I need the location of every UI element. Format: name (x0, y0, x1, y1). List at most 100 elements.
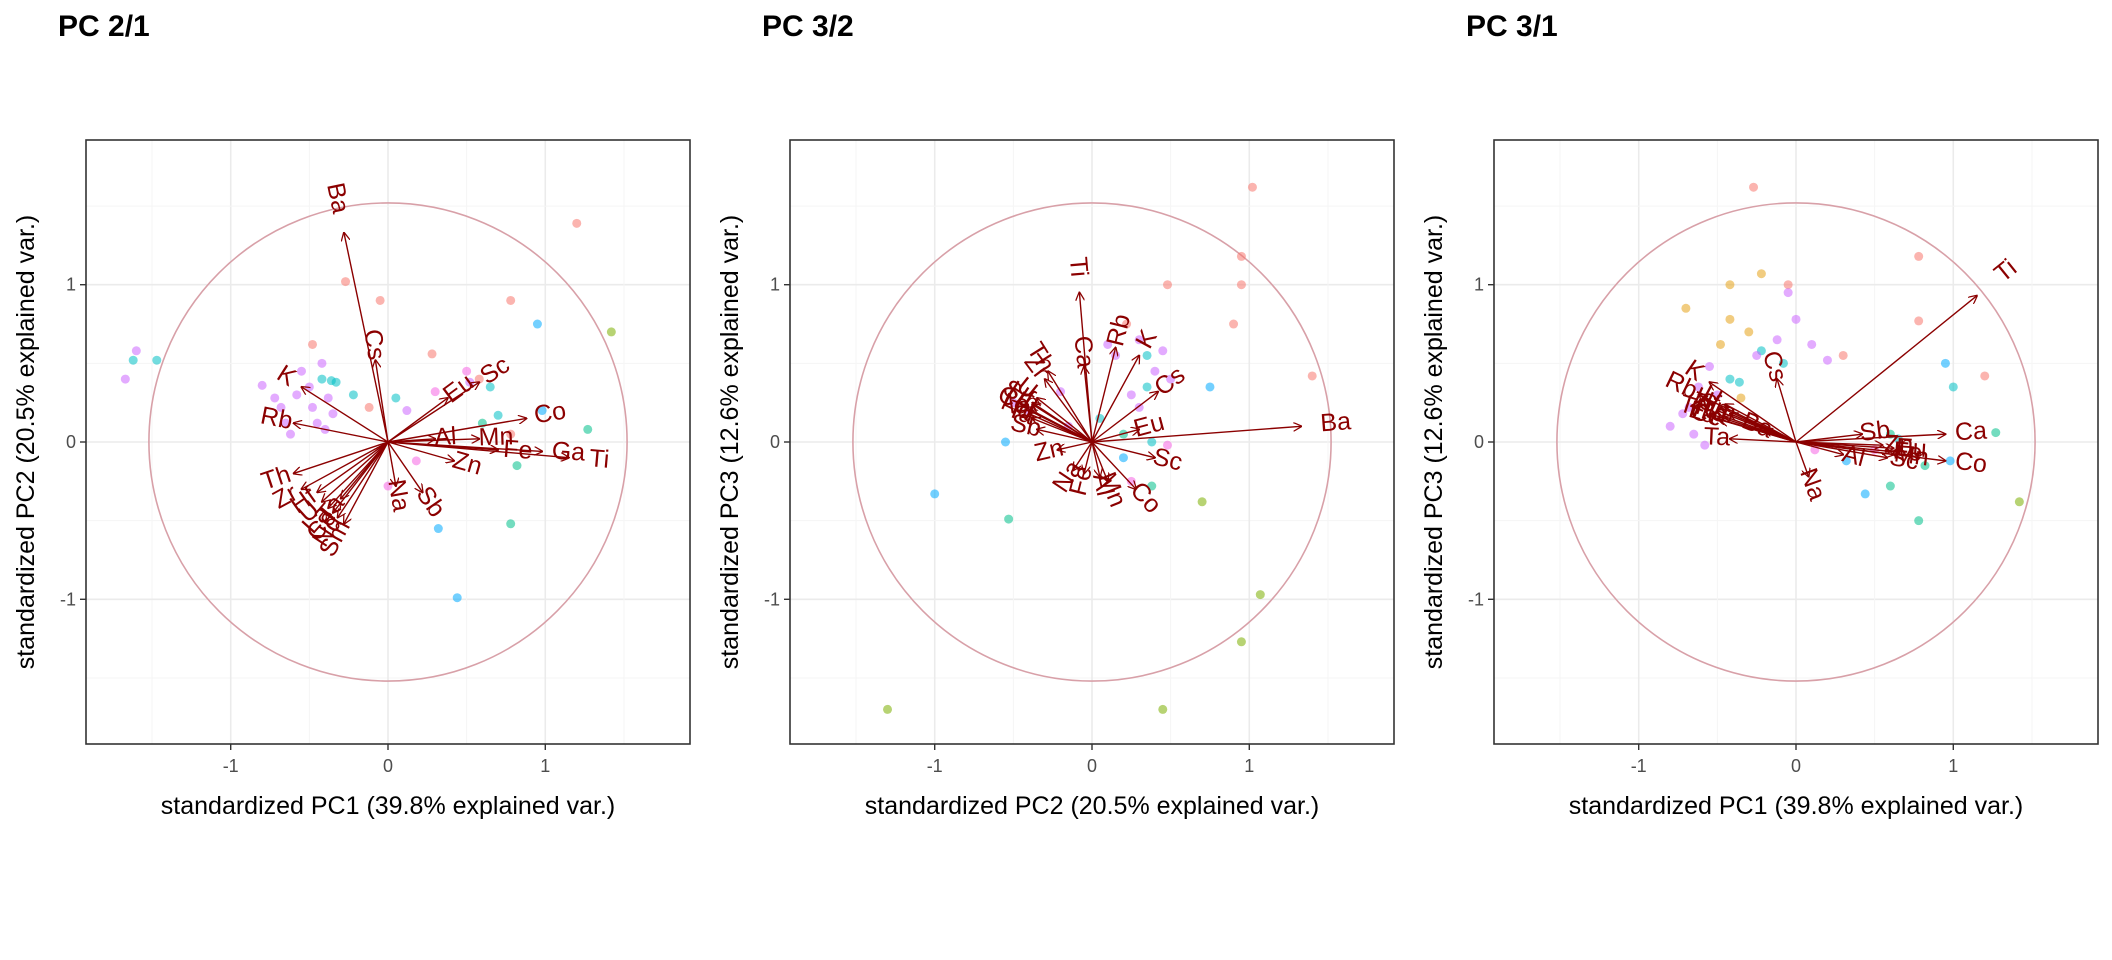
loading-arrow (375, 360, 389, 443)
loading-label: Ga (551, 437, 586, 467)
x-tick-label: 0 (1791, 756, 1801, 776)
data-point (1725, 280, 1735, 290)
y-axis-title: standardized PC2 (20.5% explained var.) (12, 215, 40, 669)
loading-arrow (1091, 355, 1139, 443)
data-point (1752, 350, 1762, 360)
data-point (1147, 437, 1157, 447)
data-point (1822, 355, 1832, 365)
data-point (430, 387, 440, 397)
data-point (572, 218, 582, 228)
data-point (1885, 481, 1895, 491)
data-point (131, 346, 141, 356)
loading-arrow (1091, 441, 1108, 481)
loading-label: Eu (1895, 433, 1927, 463)
x-tick-label: 1 (1244, 756, 1254, 776)
data-point (1684, 402, 1694, 412)
data-point (1704, 362, 1714, 371)
data-point (323, 393, 333, 403)
loading-arrow (301, 387, 389, 443)
data-point (296, 366, 306, 376)
x-tick-label: -1 (927, 756, 943, 776)
y-tick-label: -1 (764, 589, 780, 609)
loading-label: Zn (1032, 433, 1067, 467)
loading-arrow (1795, 441, 1894, 448)
loading-label: Na (382, 477, 415, 513)
data-point (1772, 335, 1782, 345)
data-point (1247, 182, 1257, 192)
loading-label: Co (1954, 447, 1989, 479)
data-point (128, 355, 138, 365)
data-point (462, 366, 472, 376)
loading-arrow (301, 441, 389, 489)
loading-arrow (1032, 404, 1093, 443)
data-point (1163, 440, 1172, 450)
data-point (1778, 358, 1788, 368)
y-tick-label: 0 (770, 432, 780, 452)
loading-arrow (344, 441, 389, 524)
loading-arrow (1084, 367, 1093, 443)
loading-arrow (1091, 441, 1100, 477)
data-point (1134, 335, 1144, 345)
loading-label: Ti (1989, 254, 2022, 288)
loading-arrow (1795, 434, 1945, 443)
data-point (1236, 280, 1246, 290)
loading-label: Ba (321, 180, 355, 216)
data-point (506, 519, 516, 529)
panel-title: PC 3/1 (1466, 10, 1558, 43)
y-tick-label: 0 (66, 432, 76, 452)
data-point (583, 424, 593, 434)
loading-arrow (1091, 441, 1136, 489)
data-point (312, 418, 322, 428)
loading-arrow (387, 441, 423, 492)
data-point (1000, 437, 1010, 447)
data-point (308, 339, 317, 349)
data-point (1700, 440, 1710, 450)
data-point (1693, 382, 1703, 392)
loading-arrow (1037, 429, 1093, 443)
data-point (331, 377, 341, 387)
loading-arrow (1795, 296, 1977, 443)
data-point (1205, 382, 1215, 392)
loading-arrow (322, 441, 389, 502)
data-point (532, 319, 542, 329)
data-point (427, 349, 437, 359)
loading-arrow (1084, 441, 1093, 473)
data-point (485, 382, 495, 392)
loading-arrow (338, 441, 389, 518)
loading-arrow (387, 441, 454, 461)
loading-arrow (1091, 392, 1158, 443)
data-point (1158, 704, 1168, 714)
data-point (348, 390, 358, 400)
data-point (1783, 280, 1793, 290)
data-point (317, 358, 327, 368)
x-tick-label: 0 (1087, 756, 1097, 776)
y-tick-label: 1 (66, 275, 76, 295)
loading-arrow (344, 233, 389, 443)
data-point (285, 429, 295, 439)
data-point (1807, 339, 1817, 349)
loading-arrow (1777, 379, 1797, 443)
data-point (257, 380, 267, 390)
data-point (1841, 456, 1851, 466)
data-point (1307, 371, 1317, 381)
data-point (1712, 390, 1722, 400)
loading-label: Ca (1954, 417, 1987, 447)
data-point (1914, 251, 1924, 261)
data-point (120, 374, 130, 384)
data-point (402, 406, 412, 416)
x-tick-label: 1 (540, 756, 550, 776)
y-tick-label: -1 (1468, 589, 1484, 609)
loading-label: Eu (1131, 408, 1168, 443)
loading-arrow (1730, 439, 1797, 442)
data-point (2014, 497, 2024, 507)
loading-arrow (387, 441, 569, 458)
x-tick-label: -1 (223, 756, 239, 776)
data-point (1004, 514, 1014, 524)
data-point (1665, 421, 1675, 431)
data-point (1783, 288, 1793, 298)
loading-arrow (1725, 404, 1797, 443)
loading-label: Eu (438, 368, 479, 409)
data-point (1236, 251, 1246, 261)
panel-title: PC 3/2 (762, 10, 854, 43)
correlation-circle (148, 202, 628, 682)
